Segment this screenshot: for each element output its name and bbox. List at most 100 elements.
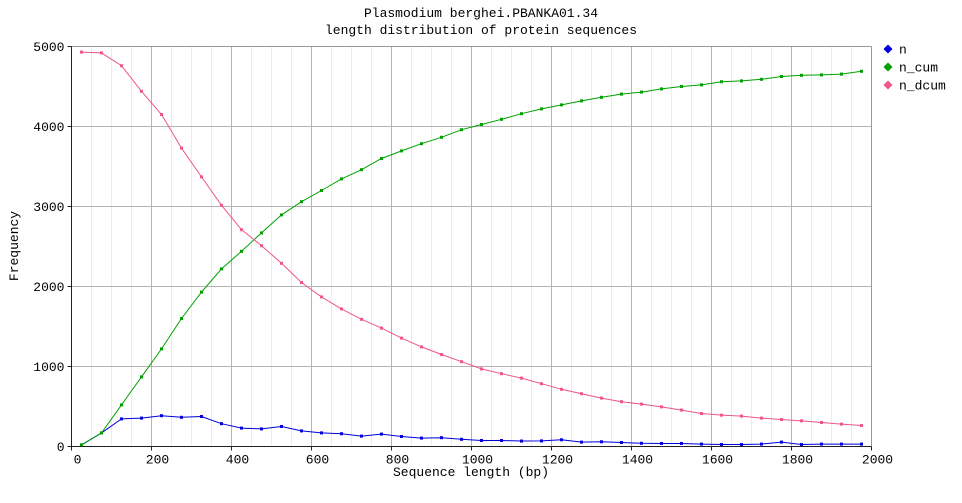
series-n_cum-point xyxy=(220,267,223,271)
series-n_dcum-point xyxy=(200,175,203,179)
x-tick-label: 800 xyxy=(386,453,409,468)
x-tick-label: 400 xyxy=(226,453,249,468)
x-tick-label: 600 xyxy=(306,453,329,468)
series-n_cum-point xyxy=(840,72,843,76)
series-n_dcum-point xyxy=(640,402,643,406)
series-n-point xyxy=(500,439,503,442)
series-n_dcum-point xyxy=(340,307,343,311)
x-tick-label: 2000 xyxy=(862,453,893,468)
x-axis-tick-labels: 0 200 400 600 800 1000 1200 1400 1600 1800 2000 xyxy=(74,453,894,468)
series-n_cum-point xyxy=(380,157,383,160)
legend-item-n_cum: n_cum xyxy=(883,61,938,76)
series-n-point xyxy=(580,440,583,444)
plot-axes xyxy=(67,46,872,451)
series-n_dcum-point xyxy=(120,64,123,68)
series-n_cum-point xyxy=(400,149,403,153)
series-n_dcum-point xyxy=(80,50,83,54)
series-n-point xyxy=(460,437,463,441)
series-n_dcum-point xyxy=(780,418,783,422)
series-n_dcum-point xyxy=(700,412,703,416)
series-n-point xyxy=(480,439,483,442)
x-tick-label: 200 xyxy=(146,453,169,468)
series-n_dcum-point xyxy=(100,51,103,55)
series-n-point xyxy=(840,442,843,446)
y-axis-label: Frequency xyxy=(7,211,22,281)
y-tick-label: 2000 xyxy=(33,280,64,295)
series-n_dcum-point xyxy=(660,405,663,409)
chart-subtitle: length distribution of protein sequences xyxy=(325,23,637,38)
series-n-point xyxy=(240,426,243,430)
series-n_dcum-point xyxy=(600,396,603,400)
series-n_cum-point xyxy=(800,73,803,77)
series-n_cum-point xyxy=(420,142,423,146)
series-n_cum-point xyxy=(540,107,543,111)
series-n_cum-point xyxy=(520,112,523,116)
series-n-point xyxy=(640,441,643,445)
series-n_cum-point xyxy=(240,249,243,253)
y-axis-tick-labels: 0 1000 2000 3000 4000 5000 xyxy=(33,40,64,455)
series-n_dcum-point xyxy=(320,295,323,299)
series-n_cum-point xyxy=(80,443,83,447)
plot-series xyxy=(80,50,863,447)
x-tick-label: 1600 xyxy=(702,453,733,468)
series-n_dcum-point xyxy=(460,360,463,364)
series-n-point xyxy=(600,440,603,444)
major-gridlines xyxy=(71,46,872,447)
series-n-point xyxy=(160,414,163,418)
series-n-point xyxy=(700,442,703,446)
series-n-point xyxy=(380,432,383,436)
legend-marker-icon xyxy=(883,80,893,90)
series-n_cum-point xyxy=(680,85,683,88)
series-n-point xyxy=(820,442,823,446)
series-n-point xyxy=(520,439,523,443)
legend-label: n xyxy=(899,43,907,58)
series-n_cum-point xyxy=(160,347,163,351)
series-n-point xyxy=(220,422,223,426)
series-n_cum-point xyxy=(700,83,703,87)
series-n_dcum-point xyxy=(420,345,423,349)
series-n_dcum-point xyxy=(480,367,483,371)
series-n_dcum-point xyxy=(220,203,223,207)
series-n_cum-point xyxy=(180,317,183,320)
y-tick-label: 1000 xyxy=(33,360,64,375)
series-n_cum-point xyxy=(780,75,783,78)
series-n_cum-point xyxy=(820,73,823,77)
series-n_dcum-point xyxy=(740,414,743,418)
series-n_dcum-point xyxy=(840,422,843,426)
series-n_cum-point xyxy=(860,69,863,73)
series-n-point xyxy=(740,443,743,446)
series-n-point xyxy=(320,431,323,435)
series-n_cum-point xyxy=(320,189,323,192)
series-n-point xyxy=(260,427,263,431)
series-n_cum-point xyxy=(500,117,503,121)
series-n_dcum-point xyxy=(620,400,623,404)
series-n_dcum-point xyxy=(360,317,363,321)
series-n_cum-point xyxy=(460,128,463,132)
series-n_dcum-point xyxy=(720,413,723,417)
y-tick-label: 3000 xyxy=(33,200,64,215)
series-n_cum-point xyxy=(280,213,283,217)
series-n-point xyxy=(720,443,723,446)
series-n_dcum-point xyxy=(820,421,823,424)
y-tick-label: 5000 xyxy=(33,40,64,55)
series-n_dcum-point xyxy=(540,382,543,386)
series-n_cum-point xyxy=(100,431,103,435)
series-n_cum-point xyxy=(720,80,723,84)
series-n_cum-point xyxy=(640,90,643,94)
series-n_dcum-point xyxy=(140,89,143,93)
series-n_dcum-point xyxy=(300,281,303,284)
series-n_cum-point xyxy=(200,290,203,294)
series-n-point xyxy=(860,442,863,446)
series-n_cum-point xyxy=(560,103,563,107)
series-n-point xyxy=(400,435,403,438)
plot-frame xyxy=(71,46,872,447)
series-n_cum-point xyxy=(740,79,743,83)
legend-marker-icon xyxy=(883,62,893,72)
legend-label: n_cum xyxy=(899,61,938,76)
series-n_cum-point xyxy=(300,200,303,204)
series-n_cum-point xyxy=(580,99,583,103)
series-n_dcum-point xyxy=(760,416,763,420)
series-n_cum-point xyxy=(260,231,263,235)
series-n_dcum-point xyxy=(160,113,163,116)
